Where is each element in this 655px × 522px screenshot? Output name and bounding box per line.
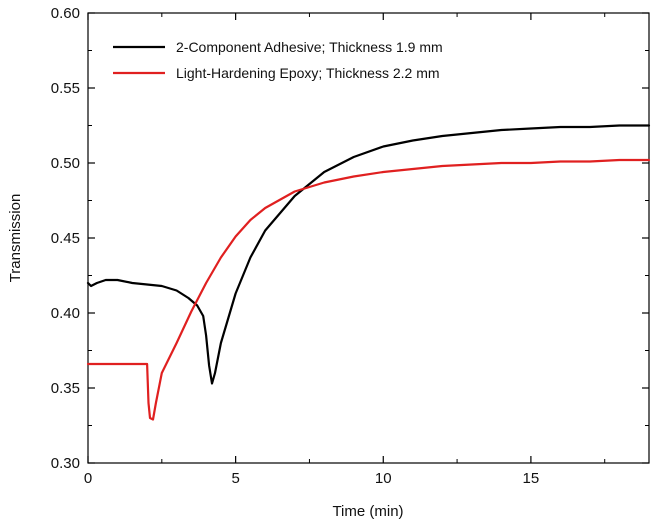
y-axis-title: Transmission (7, 194, 24, 283)
series-lines (86, 124, 651, 421)
x-axis-title: Time (min) (332, 503, 403, 520)
legend-label-series-2: Light-Hardening Epoxy; Thickness 2.2 mm (176, 65, 440, 81)
x-tick-label: 10 (375, 470, 392, 487)
y-tick-label: 0.40 (51, 305, 80, 322)
x-tick-label: 15 (523, 470, 540, 487)
y-tick-label: 0.55 (51, 80, 80, 97)
y-tick-label: 0.30 (51, 455, 80, 472)
legend: 2-Component Adhesive; Thickness 1.9 mm L… (113, 39, 443, 81)
y-tick-label: 0.60 (51, 5, 80, 22)
y-tick-label: 0.50 (51, 155, 80, 172)
series-line-1 (86, 124, 651, 385)
axis-ticks (87, 12, 649, 464)
x-tick-label: 0 (84, 470, 92, 487)
y-tick-label: 0.45 (51, 230, 80, 247)
y-tick-label: 0.35 (51, 380, 80, 397)
series-line-2 (86, 158, 651, 421)
axis-tick-labels: 0 5 10 15 0.30 0.35 0.40 0.45 0.50 0.55 0.60 (51, 5, 539, 487)
legend-label-series-1: 2-Component Adhesive; Thickness 1.9 mm (176, 39, 443, 55)
x-tick-label: 5 (231, 470, 239, 487)
